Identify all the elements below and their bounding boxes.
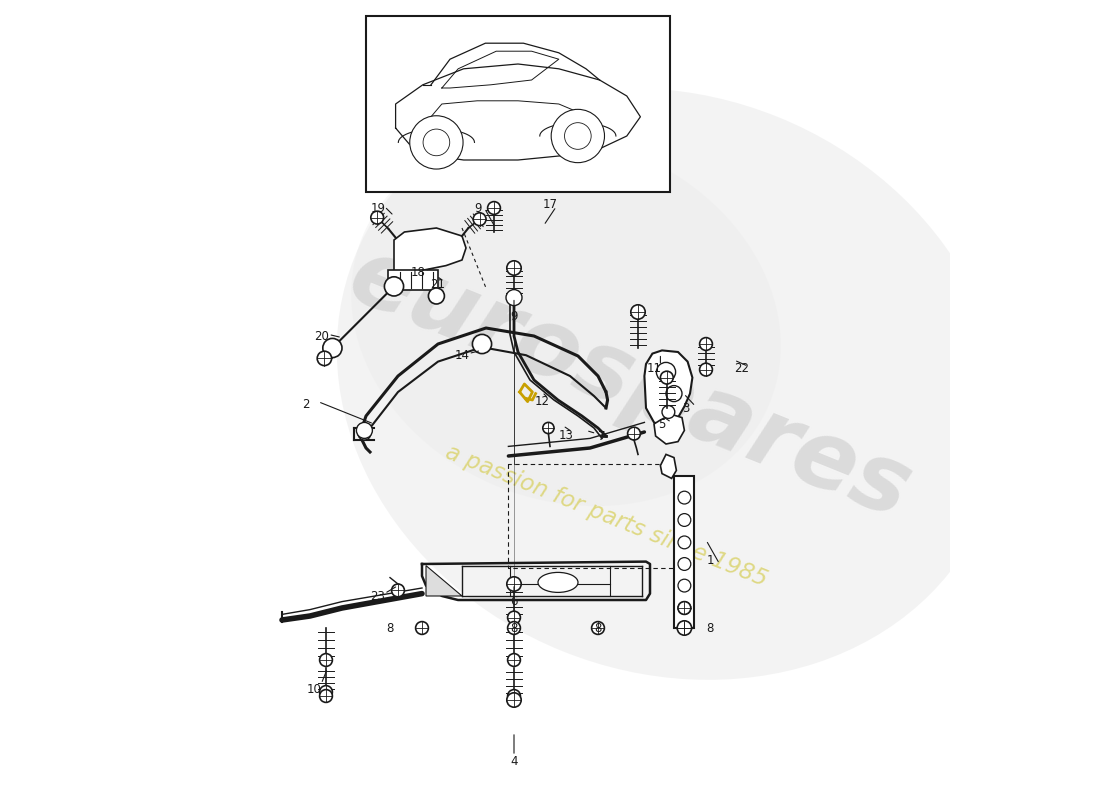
- Circle shape: [507, 577, 521, 591]
- Circle shape: [666, 386, 682, 402]
- Circle shape: [678, 621, 692, 635]
- Circle shape: [507, 690, 520, 702]
- Circle shape: [317, 351, 331, 366]
- Circle shape: [678, 579, 691, 592]
- Text: 3: 3: [682, 402, 690, 414]
- Circle shape: [678, 558, 691, 570]
- Circle shape: [392, 584, 405, 597]
- Text: 4: 4: [510, 755, 518, 768]
- Circle shape: [678, 491, 691, 504]
- Text: 2: 2: [302, 398, 310, 410]
- Circle shape: [564, 122, 591, 150]
- Circle shape: [507, 693, 521, 707]
- Text: 19: 19: [371, 202, 385, 214]
- Circle shape: [322, 338, 342, 358]
- Text: 6: 6: [510, 595, 518, 608]
- Circle shape: [384, 277, 404, 296]
- Circle shape: [662, 406, 674, 418]
- Circle shape: [473, 213, 486, 226]
- Text: 20: 20: [315, 330, 329, 342]
- Circle shape: [678, 602, 691, 614]
- Polygon shape: [660, 454, 676, 478]
- Circle shape: [487, 202, 500, 214]
- Text: 17: 17: [542, 198, 558, 210]
- Circle shape: [358, 427, 371, 440]
- Circle shape: [507, 654, 520, 666]
- Circle shape: [660, 371, 673, 384]
- Text: 14: 14: [454, 350, 470, 362]
- Circle shape: [700, 338, 713, 350]
- Circle shape: [472, 334, 492, 354]
- Ellipse shape: [538, 573, 578, 592]
- Circle shape: [630, 305, 646, 319]
- Circle shape: [320, 690, 332, 702]
- Polygon shape: [388, 270, 438, 290]
- Text: 11: 11: [647, 362, 661, 374]
- Circle shape: [678, 622, 691, 634]
- Text: 8: 8: [594, 622, 602, 634]
- Polygon shape: [654, 414, 684, 444]
- Circle shape: [592, 622, 604, 634]
- Text: 5: 5: [658, 418, 666, 430]
- Text: 8: 8: [510, 622, 518, 634]
- Circle shape: [416, 622, 428, 634]
- Circle shape: [356, 422, 373, 438]
- Polygon shape: [426, 566, 462, 596]
- Text: 13: 13: [559, 429, 573, 442]
- Circle shape: [700, 363, 713, 376]
- Circle shape: [409, 116, 463, 169]
- Text: 1: 1: [706, 554, 714, 566]
- Circle shape: [371, 211, 384, 224]
- Circle shape: [628, 427, 640, 440]
- Text: 8: 8: [386, 622, 394, 634]
- Text: a passion for parts since 1985: a passion for parts since 1985: [442, 441, 770, 591]
- Text: 9: 9: [474, 202, 482, 214]
- Circle shape: [678, 536, 691, 549]
- Bar: [366, 16, 670, 192]
- Text: 10: 10: [307, 683, 321, 696]
- Ellipse shape: [351, 134, 781, 506]
- Text: 23: 23: [371, 590, 385, 602]
- Circle shape: [678, 514, 691, 526]
- Text: 7: 7: [598, 430, 606, 442]
- Circle shape: [424, 129, 450, 156]
- Ellipse shape: [337, 88, 1003, 680]
- Circle shape: [320, 654, 332, 666]
- Polygon shape: [674, 476, 694, 628]
- Circle shape: [678, 602, 691, 614]
- Circle shape: [542, 422, 554, 434]
- Circle shape: [657, 362, 675, 382]
- Text: 21: 21: [430, 278, 446, 290]
- Text: 12: 12: [535, 395, 550, 408]
- Text: eurospares: eurospares: [336, 230, 924, 538]
- Text: 18: 18: [410, 266, 426, 278]
- Text: 8: 8: [706, 622, 714, 634]
- Text: 9: 9: [510, 310, 518, 322]
- Polygon shape: [645, 350, 692, 426]
- Circle shape: [507, 611, 520, 624]
- Circle shape: [507, 622, 520, 634]
- Circle shape: [506, 290, 522, 306]
- Polygon shape: [394, 228, 466, 276]
- Circle shape: [507, 261, 521, 275]
- Circle shape: [551, 110, 605, 162]
- Circle shape: [428, 288, 444, 304]
- Text: 22: 22: [735, 362, 749, 374]
- Circle shape: [320, 686, 332, 698]
